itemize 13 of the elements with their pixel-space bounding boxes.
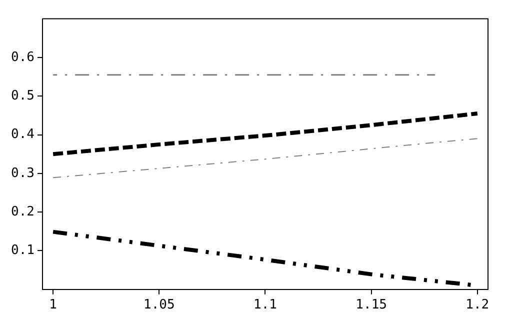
- y-tick-label: 0.5: [10, 88, 34, 104]
- line-series: [52, 138, 478, 178]
- x-tick-label: 1.1: [254, 298, 277, 313]
- y-tick-label: 0.3: [10, 166, 34, 181]
- y-tick-label: 0.6: [10, 50, 34, 65]
- x-tick-label: 1: [49, 298, 57, 313]
- line-series: [51, 112, 480, 156]
- x-tick-label: 1.05: [144, 298, 175, 313]
- y-tick-label: 0.4: [10, 127, 35, 142]
- y-tick-label: 0.1: [10, 243, 34, 258]
- y-tick-label: 0.2: [10, 204, 34, 220]
- x-tick-label: 1.2: [466, 298, 490, 313]
- x-tick-label: 1.15: [356, 298, 387, 313]
